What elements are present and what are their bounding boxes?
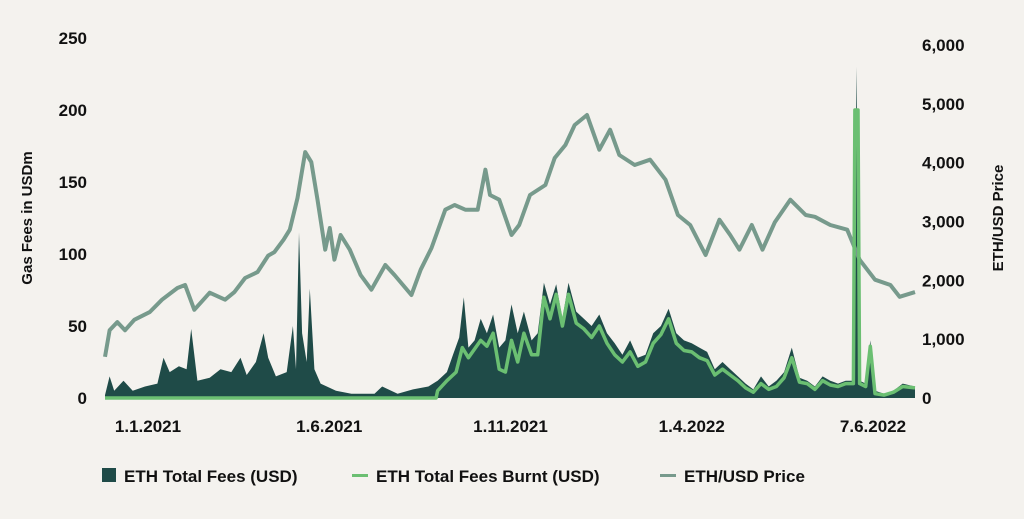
right-tick-label: 2,000	[922, 271, 965, 290]
total-fees-area	[105, 66, 915, 399]
x-tick-label: 1.1.2021	[115, 417, 181, 436]
x-tick-label: 7.6.2022	[840, 417, 906, 436]
left-tick-label: 150	[59, 173, 87, 192]
left-tick-label: 200	[59, 101, 87, 120]
x-tick-label: 1.4.2022	[659, 417, 725, 436]
x-axis-ticks: 1.1.2021 1.6.2021 1.11.2021 1.4.2022 7.6.202…	[115, 417, 906, 436]
right-axis-ticks: 0 1,000 2,000 3,000 4,000 5,000 6,000	[922, 36, 965, 408]
legend-label-eth-price: ETH/USD Price	[684, 467, 805, 486]
x-tick-label: 1.11.2021	[473, 417, 548, 436]
legend-swatch-fees-burnt	[352, 474, 368, 477]
left-tick-label: 250	[59, 29, 87, 48]
legend-swatch-eth-price	[660, 474, 676, 477]
plot-area	[103, 66, 916, 400]
left-axis-title: Gas Fees in USDm	[19, 151, 36, 284]
left-axis-ticks: 0 50 100 150 200 250	[59, 29, 87, 408]
x-tick-label: 1.6.2021	[296, 417, 362, 436]
right-tick-label: 3,000	[922, 213, 965, 232]
left-tick-label: 50	[68, 317, 87, 336]
right-tick-label: 5,000	[922, 95, 965, 114]
eth-price-line	[103, 113, 916, 358]
fees-burnt-line	[105, 108, 916, 400]
legend-swatch-total-fees	[102, 468, 116, 482]
right-axis-title: ETH/USD Price	[990, 165, 1007, 272]
right-tick-label: 6,000	[922, 36, 965, 55]
legend-label-fees-burnt: ETH Total Fees Burnt (USD)	[376, 467, 600, 486]
left-tick-label: 0	[78, 389, 87, 408]
right-tick-label: 4,000	[922, 154, 965, 173]
right-tick-label: 1,000	[922, 330, 965, 349]
legend: ETH Total Fees (USD) ETH Total Fees Burn…	[102, 467, 805, 486]
left-tick-label: 100	[59, 245, 87, 264]
right-tick-label: 0	[922, 389, 931, 408]
legend-label-total-fees: ETH Total Fees (USD)	[124, 467, 297, 486]
